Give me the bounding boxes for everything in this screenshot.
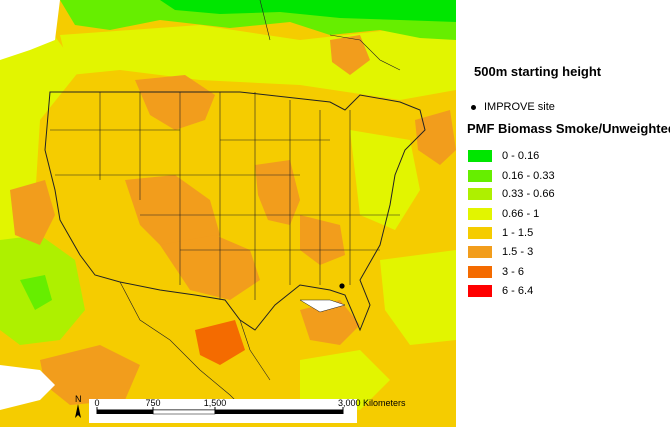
legend-swatch: [468, 187, 492, 200]
legend-class: 0.33 - 0.66: [468, 185, 555, 200]
pacific-water: [0, 365, 55, 410]
pacific-green-spot: [20, 275, 52, 310]
legend-swatch: [468, 149, 492, 162]
north-arrow: N: [75, 394, 82, 418]
site-legend-label: IMPROVE site: [484, 101, 555, 113]
legend-title: PMF Biomass Smoke/Unweighted: [467, 121, 670, 136]
legend-class-label: 1.5 - 3: [502, 245, 534, 258]
legend-class-label: 0.33 - 0.66: [502, 187, 555, 200]
legend-class: 1.5 - 3: [468, 243, 534, 258]
scale-tick-1500: 1,500: [204, 398, 227, 408]
scale-bar: 0 750 1,500 3,000 Kilometers: [89, 398, 406, 423]
improve-site-marker[interactable]: [339, 283, 345, 289]
plains-high-zone: [255, 160, 300, 225]
legend-class-label: 3 - 6: [502, 265, 525, 278]
gulf-high-zone: [300, 300, 360, 345]
map-canvas[interactable]: N 0 750 1,500 3,000 Kilometers: [0, 0, 456, 427]
maritime-zone: [415, 110, 456, 165]
legend-class: 1 - 1.5: [468, 224, 534, 239]
arctic-water: [0, 0, 60, 60]
great-lakes-north-zone: [330, 35, 370, 75]
lower-mississippi-zone: [300, 215, 345, 265]
legend-swatch: [468, 284, 492, 297]
legend-class-label: 6 - 6.4: [502, 284, 534, 297]
atlantic-low-zone: [380, 250, 456, 345]
legend-class-label: 0 - 0.16: [502, 149, 540, 162]
legend-class: 6 - 6.4: [468, 282, 534, 297]
legend-class: 0 - 0.16: [468, 147, 540, 162]
us-outline: [44, 91, 426, 332]
mexico-hotspot: [195, 320, 245, 365]
north-green-core: [160, 0, 456, 22]
scale-tick-3000: 3,000 Kilometers: [338, 398, 406, 408]
mexico-pacific-zone: [40, 345, 140, 405]
legend-class: 3 - 6: [468, 263, 525, 278]
legend-panel: 500m starting height IMPROVE site PMF Bi…: [456, 0, 670, 427]
legend-swatch: [468, 207, 492, 220]
height-title: 500m starting height: [474, 64, 602, 79]
site-marker-icon: [471, 104, 476, 110]
southwest-high-zone: [160, 235, 260, 300]
caribbean-low-zone: [300, 350, 390, 410]
legend-swatch: [468, 265, 492, 278]
legend-class-label: 0.66 - 1: [502, 207, 540, 220]
scale-tick-750: 750: [145, 398, 160, 408]
north-arrow-label: N: [75, 394, 82, 404]
state-boundaries: [50, 92, 400, 300]
legend-swatch: [468, 245, 492, 258]
legend-class: 0.16 - 0.33: [468, 167, 555, 182]
legend-swatch: [468, 226, 492, 239]
legend-class-label: 1 - 1.5: [502, 226, 534, 239]
legend-class: 0.66 - 1: [468, 205, 540, 220]
site-legend-row: IMPROVE site: [471, 101, 555, 113]
gulf-water: [299, 299, 346, 313]
northern-rockies-high-zone: [135, 75, 215, 130]
legend-swatch: [468, 169, 492, 182]
legend-class-label: 0.16 - 0.33: [502, 169, 555, 182]
west-coast-high-zone: [10, 180, 55, 245]
scale-tick-0: 0: [94, 398, 99, 408]
